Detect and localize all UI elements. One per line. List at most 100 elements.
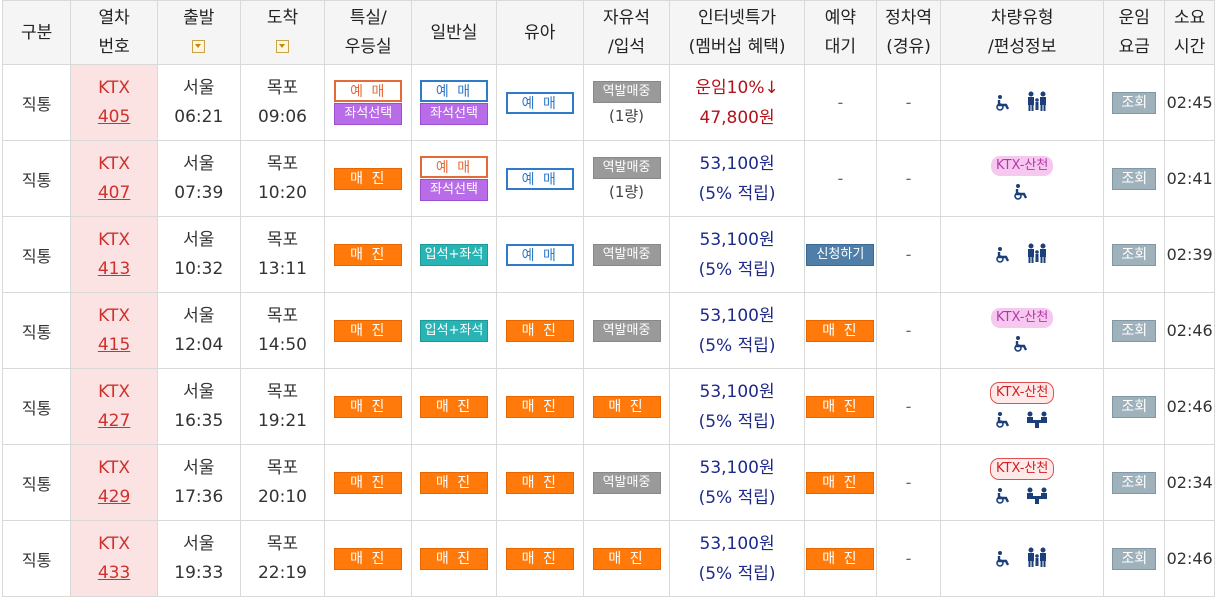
internet-price-cell: 53,100원 (5% 적립) (669, 140, 805, 217)
train-number-cell[interactable]: KTX 405 (70, 64, 158, 141)
header-train-no: 열차 번호 (70, 0, 158, 65)
wheelchair-icon (994, 410, 1014, 428)
train-model-tag[interactable]: KTX-산천 (991, 307, 1054, 328)
fare-inquiry-button[interactable]: 조회 (1112, 547, 1157, 570)
train-number-link[interactable]: 413 (97, 258, 131, 279)
duration-cell: 02:34 (1164, 444, 1215, 521)
car-type-cell: KTX-산천 (940, 444, 1105, 521)
train-number-link[interactable]: 429 (97, 486, 131, 507)
sold-out-badge: 매 진 (806, 471, 875, 494)
reserve-wait-cell: 매 진 (803, 368, 878, 445)
standing-seat-button[interactable]: 입석+좌석 (419, 244, 488, 266)
sold-out-badge: 매 진 (806, 547, 875, 570)
header-arrival[interactable]: 도착 (239, 0, 326, 65)
departure-cell: 서울 10:32 (156, 216, 241, 293)
seat-select-button[interactable]: 좌석선택 (334, 103, 403, 125)
car-count-label: (1량) (608, 106, 645, 125)
arrival-cell: 목포 09:06 (239, 64, 326, 141)
train-number-link[interactable]: 427 (97, 410, 131, 431)
train-number-cell[interactable]: KTX 429 (70, 444, 158, 521)
train-number-cell[interactable]: KTX 413 (70, 216, 158, 293)
header-departure[interactable]: 출발 (156, 0, 241, 65)
price-label: 53,100원 (699, 305, 775, 326)
fare-cell: 조회 (1103, 292, 1166, 369)
sold-out-badge: 매 진 (505, 319, 574, 342)
points-label: (5% 적립) (698, 411, 776, 432)
duration-cell: 02:41 (1164, 140, 1215, 217)
free-seat-cell: 역발매중 (1량) (582, 64, 671, 141)
train-number-cell[interactable]: KTX 415 (70, 292, 158, 369)
free-seat-cell: 역발매중 (582, 444, 671, 521)
reserve-button[interactable]: 예 매 (334, 80, 403, 102)
standing-seat-button[interactable]: 입석+좌석 (419, 320, 488, 342)
fare-inquiry-button[interactable]: 조회 (1112, 167, 1157, 190)
reserve-wait-cell: 매 진 (803, 520, 878, 597)
train-model-tag[interactable]: KTX-산천 (991, 155, 1054, 176)
reserve-none: - (837, 169, 844, 188)
baby-cell: 매 진 (495, 444, 584, 521)
header-stops: 정차역 (경유) (876, 0, 942, 65)
fare-inquiry-button[interactable]: 조회 (1112, 91, 1157, 114)
general-class-cell: 예 매 좌석선택 (411, 140, 497, 217)
special-class-cell: 매 진 (324, 368, 413, 445)
sold-out-badge: 매 진 (334, 471, 403, 494)
sold-out-badge: 매 진 (505, 471, 574, 494)
route-type: 직통 (1, 444, 72, 521)
seat-select-button[interactable]: 좌석선택 (419, 179, 488, 201)
header-free-seat: 자유석/입석 (582, 0, 671, 65)
seat-select-button[interactable]: 좌석선택 (419, 103, 488, 125)
departure-cell: 서울 12:04 (156, 292, 241, 369)
price-label: 53,100원 (699, 381, 775, 402)
train-class: KTX (98, 457, 130, 478)
train-number-cell[interactable]: KTX 433 (70, 520, 158, 597)
fare-inquiry-button[interactable]: 조회 (1112, 243, 1157, 266)
fare-cell: 조회 (1103, 64, 1166, 141)
train-number-link[interactable]: 405 (97, 106, 131, 127)
train-model-tag[interactable]: KTX-산천 (990, 382, 1055, 404)
train-class: KTX (98, 77, 130, 98)
reserve-none: - (837, 93, 844, 112)
train-number-cell[interactable]: KTX 407 (70, 140, 158, 217)
arrival-cell: 목포 19:21 (239, 368, 326, 445)
discount-label: 운임10%↓ (695, 77, 779, 98)
route-type: 직통 (1, 292, 72, 369)
stops-cell: - (876, 216, 942, 293)
sort-icon[interactable] (192, 40, 206, 53)
fare-inquiry-button[interactable]: 조회 (1112, 319, 1157, 342)
price-label: 53,100원 (699, 229, 775, 250)
reserve-button[interactable]: 예 매 (505, 91, 574, 114)
free-seat-cell: 역발매중 (582, 216, 671, 293)
train-model-tag[interactable]: KTX-산천 (990, 458, 1055, 480)
header-special: 특실/우등실 (324, 0, 413, 65)
sort-icon[interactable] (275, 40, 289, 53)
reserve-button[interactable]: 예 매 (419, 80, 488, 102)
internet-price-cell: 53,100원 (5% 적립) (669, 216, 805, 293)
train-number-link[interactable]: 415 (97, 334, 131, 355)
fare-inquiry-button[interactable]: 조회 (1112, 471, 1157, 494)
train-number-link[interactable]: 433 (97, 562, 131, 583)
internet-price-cell: 53,100원 (5% 적립) (669, 444, 805, 521)
train-class: KTX (98, 381, 130, 402)
header-internet-price: 인터넷특가 (멤버십 혜택) (669, 0, 805, 65)
reserve-wait-cell: - (803, 140, 878, 217)
arrival-cell: 목포 20:10 (239, 444, 326, 521)
duration-cell: 02:46 (1164, 520, 1215, 597)
reserve-wait-cell: 매 진 (803, 444, 878, 521)
points-label: (5% 적립) (698, 259, 776, 280)
sold-out-badge: 매 진 (334, 243, 403, 266)
general-class-cell: 매 진 (411, 444, 497, 521)
baby-cell: 예 매 (495, 64, 584, 141)
car-type-cell (940, 520, 1105, 597)
family-icon (1024, 547, 1050, 567)
reserve-button[interactable]: 예 매 (505, 167, 574, 190)
special-class-cell: 매 진 (324, 444, 413, 521)
table-row: 직통 KTX 407 서울 07:39 목포 10:20 매 진 예 매 좌석선택 예 … (1, 140, 1215, 217)
waitlist-apply-button[interactable]: 신청하기 (806, 244, 875, 266)
train-number-cell[interactable]: KTX 427 (70, 368, 158, 445)
fare-inquiry-button[interactable]: 조회 (1112, 395, 1157, 418)
train-number-link[interactable]: 407 (97, 182, 131, 203)
reserve-button[interactable]: 예 매 (505, 243, 574, 266)
reserve-button[interactable]: 예 매 (419, 156, 488, 178)
wheelchair-icon (994, 549, 1014, 567)
special-class-cell: 매 진 (324, 292, 413, 369)
